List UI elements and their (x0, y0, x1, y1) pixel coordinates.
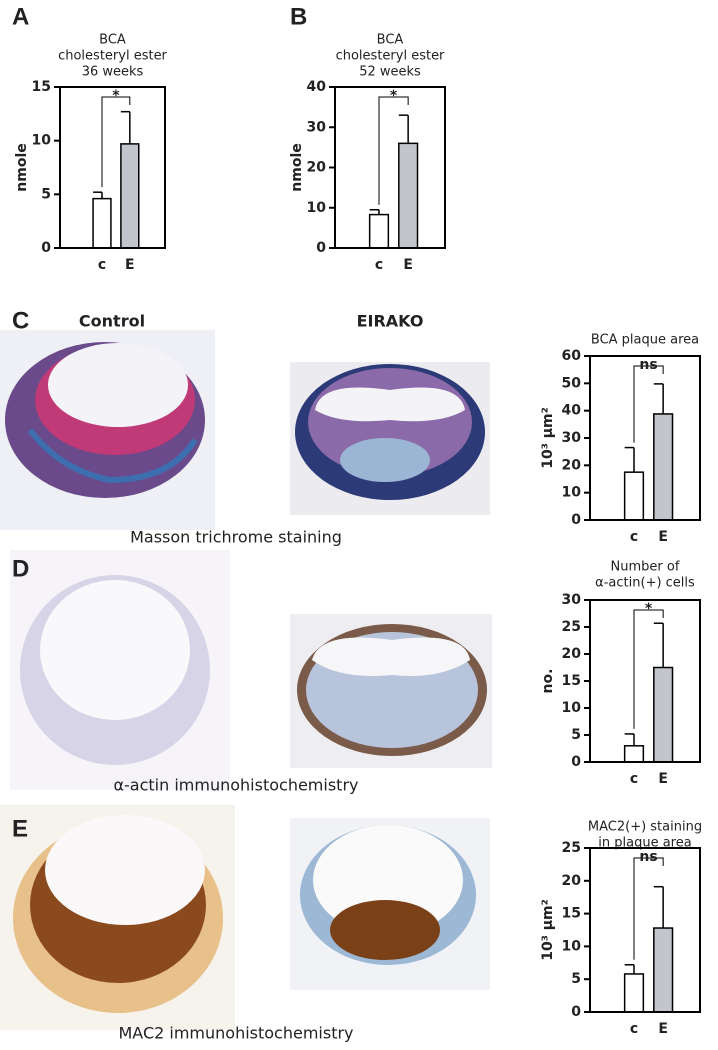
micrograph-actin-eirako (290, 614, 492, 768)
x-tick-label: E (658, 771, 668, 787)
y-axis-label: no. (540, 669, 556, 694)
x-tick-label: E (403, 257, 413, 273)
plot-frame (589, 355, 701, 521)
y-tick-label: 10 (307, 200, 327, 216)
micrograph-masson-eirako (290, 362, 490, 515)
chart-title: 52 weeks (359, 65, 421, 80)
micrograph-actin-control (10, 550, 230, 790)
caption: Masson trichrome staining (130, 528, 342, 547)
x-tick-label: c (98, 257, 106, 273)
chart-title: cholesteryl ester (336, 49, 445, 64)
y-tick-label: 10 (562, 485, 582, 501)
bar (92, 197, 112, 249)
bar (368, 213, 390, 249)
y-axis-label: 10³ µm² (540, 407, 556, 469)
x-tick-label: c (630, 771, 638, 787)
y-axis-label: nmole (289, 143, 305, 191)
y-tick-label: 25 (562, 840, 581, 856)
significance-bracket (101, 96, 131, 188)
significance-label: * (390, 88, 398, 104)
significance-label: ns (639, 849, 657, 865)
y-tick-label: 25 (562, 619, 581, 635)
y-axis-label: 10³ µm² (540, 899, 556, 961)
y-tick-label: 0 (41, 240, 51, 256)
bar (120, 143, 140, 249)
panel-label: E (12, 815, 28, 842)
significance-bracket (633, 609, 664, 729)
caption: MAC2 immunohistochemistry (118, 1024, 353, 1043)
y-tick-label: 50 (562, 375, 582, 391)
significance-bracket (633, 857, 664, 960)
y-tick-label: 30 (562, 592, 582, 608)
y-tick-label: 30 (562, 430, 582, 446)
y-tick-label: 10 (32, 133, 52, 149)
plot-frame (334, 86, 446, 249)
y-tick-label: 20 (307, 160, 327, 176)
chart-title: α-actin(+) cells (595, 576, 695, 591)
chart-title: cholesteryl ester (58, 49, 167, 64)
chart-title: Number of (611, 560, 680, 575)
y-tick-label: 20 (562, 646, 582, 662)
y-tick-label: 40 (307, 79, 327, 95)
y-tick-label: 5 (571, 727, 581, 743)
bar (398, 142, 419, 249)
bar (653, 413, 674, 521)
column-label: EIRAKO (357, 312, 424, 331)
bar (653, 666, 674, 763)
y-tick-label: 40 (562, 403, 582, 419)
chart-title: BCA (99, 33, 126, 48)
y-tick-label: 60 (562, 348, 582, 364)
y-tick-label: 0 (571, 512, 581, 528)
x-tick-label: E (125, 257, 135, 273)
significance-bracket (633, 365, 664, 443)
micrograph-masson-control (0, 330, 215, 530)
bar (653, 927, 674, 1013)
y-tick-label: 10 (562, 938, 582, 954)
x-tick-label: c (630, 1021, 638, 1037)
chart-title: BCA (377, 33, 404, 48)
bar (623, 973, 645, 1013)
panel-label: A (12, 3, 29, 30)
bar (623, 471, 645, 521)
chart-title: MAC2(+) staining (588, 820, 702, 835)
bar (623, 745, 645, 763)
panel-label: D (12, 555, 29, 582)
y-tick-label: 15 (32, 79, 51, 95)
y-tick-label: 15 (562, 906, 581, 922)
micrograph-mac2-eirako (290, 818, 490, 990)
significance-bracket (378, 96, 409, 205)
significance-label: ns (639, 357, 657, 373)
panel-label: B (290, 3, 307, 30)
significance-label: * (645, 601, 653, 617)
x-tick-label: c (630, 529, 638, 545)
chart-title: in plaque area (598, 836, 691, 851)
y-tick-label: 15 (562, 673, 581, 689)
caption: α-actin immunohistochemistry (113, 776, 358, 795)
panel-label: C (12, 307, 29, 334)
chart-title: 36 weeks (82, 65, 144, 80)
plot-frame (589, 599, 701, 763)
x-tick-label: E (658, 1021, 668, 1037)
y-tick-label: 30 (307, 119, 327, 135)
chart-title: BCA plaque area (591, 333, 699, 348)
y-tick-label: 5 (571, 971, 581, 987)
y-tick-label: 0 (571, 1004, 581, 1020)
y-tick-label: 5 (41, 186, 51, 202)
y-tick-label: 20 (562, 457, 582, 473)
y-tick-label: 0 (316, 240, 326, 256)
y-tick-label: 10 (562, 700, 582, 716)
y-tick-label: 20 (562, 873, 582, 889)
plot-frame (589, 847, 701, 1013)
plot-frame (59, 86, 166, 249)
micrograph-mac2-control (0, 805, 235, 1030)
x-tick-label: E (658, 529, 668, 545)
column-label: Control (79, 312, 145, 331)
y-axis-label: nmole (14, 143, 30, 191)
x-tick-label: c (375, 257, 383, 273)
significance-label: * (112, 88, 120, 104)
y-tick-label: 0 (571, 754, 581, 770)
